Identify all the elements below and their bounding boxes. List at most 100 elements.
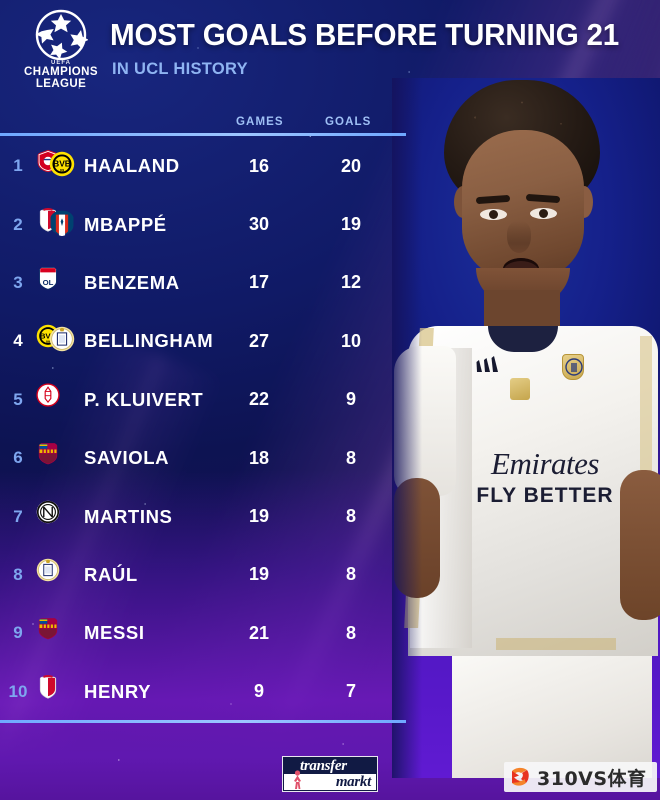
row-player-name: RAÚL [84,563,138,585]
uefa-label: UEFA [50,60,71,66]
row-goals-value: 8 [345,506,356,527]
inter-milan-badge-icon [36,500,60,524]
row-goals-value: 19 [340,214,362,235]
row-goals-value: 10 [340,330,362,351]
fly-better-text: FLY BETTER [476,484,614,507]
row-goals-value: 9 [345,389,356,410]
real-madrid-crest-icon [562,354,584,380]
row-rank: 6 [13,448,23,468]
club-badge-group [36,383,70,417]
row-games-value: 22 [248,389,270,410]
paris-saint-germain-badge-icon [49,210,75,236]
club-badge-group: BVB 09 [36,324,75,358]
row-games-value: 21 [248,622,270,643]
table-row: 10 HENRY 9 7 [0,662,406,721]
club-badge-group: BVB 09 [36,149,75,183]
photo-arm-right [620,470,660,620]
photo-nose [507,221,531,253]
row-goals-value: 8 [345,622,356,643]
row-rank: 5 [13,389,23,409]
transfermarkt-figure-icon [291,770,304,790]
table-row: 7 MARTINS 19 8 [0,487,406,546]
row-player-name: MARTINS [84,505,173,527]
transfermarkt-logo: transfer markt [282,756,378,792]
row-games-value: 19 [248,564,270,585]
adidas-logo-icon [476,356,502,372]
page-subtitle: IN UCL HISTORY [112,60,248,78]
photo-shorts [452,650,652,778]
real-madrid-badge-icon [36,558,60,582]
club-badge-group [36,558,70,592]
row-games-value: 9 [253,681,264,702]
player-photo: Emirates FLY BETTER [392,78,660,778]
row-rank: 10 [8,681,28,701]
as-monaco-badge-icon [36,674,60,699]
row-rank: 4 [13,331,23,351]
column-header-games: GAMES [236,116,284,128]
row-player-name: MESSI [84,622,145,644]
photo-kit-gold-stripe [496,638,616,650]
ajax-badge-icon [36,383,60,407]
row-goals-value: 7 [345,681,356,702]
table-row: 9 MESSI 21 8 [0,604,406,663]
row-player-name: P. KLUIVERT [84,388,204,410]
svg-text:OL: OL [43,278,54,287]
fifa-badge-icon [510,378,530,400]
row-games-value: 27 [248,330,270,351]
table-row: 2 MBAPPÉ 30 19 [0,195,406,254]
club-badge-group [36,500,70,534]
row-player-name: SAVIOLA [84,447,170,469]
table-row: 8 RAÚL 19 8 [0,545,406,605]
starball-icon [34,8,89,62]
table-row: 6 SAVIOLA 18 8 [0,428,406,488]
row-goals-value: 20 [340,155,362,176]
uefa-champions-league-logo: UEFA CHAMPIONS LEAGUE [16,8,106,94]
column-header-goals: GOALS [325,116,372,128]
row-player-name: HAALAND [84,155,180,177]
ucl-line-1: CHAMPIONS [24,66,98,78]
club-badge-group [36,674,70,709]
site-watermark-label: 310VS体育 [537,767,647,790]
club-badge-group [36,441,70,475]
photo-pupil-right [539,209,548,218]
ranking-table: 1 BVB 09 HAALAND 16 20 2 MBAPPÉ 30 19 3 OL BENZEMA 17… [0,137,406,721]
row-games-value: 30 [248,214,270,235]
club-badge-group: OL [36,266,70,300]
real-madrid-badge-icon [49,326,75,352]
row-player-name: MBAPPÉ [84,213,167,235]
fc-barcelona-badge-icon [36,616,60,640]
table-row: 5 P. KLUIVERT 22 9 [0,370,406,429]
transfermarkt-line-1: transfer [300,758,347,774]
table-top-divider [0,133,406,136]
club-badge-group [36,207,74,242]
ucl-line-2: LEAGUE [35,78,87,90]
row-rank: 8 [13,564,23,584]
table-row: 1 BVB 09 HAALAND 16 20 [0,137,406,196]
table-row: 4 BVB 09 BELLINGHAM 27 10 [0,312,406,371]
row-games-value: 19 [248,506,270,527]
olympique-lyonnais-badge-icon: OL [36,266,60,290]
club-badge-group [36,616,70,650]
svg-text:BVB: BVB [53,159,71,169]
photo-collar [488,326,558,352]
site-watermark: 310VS体育 [504,762,657,792]
row-rank: 3 [13,272,23,292]
photo-pupil-left [489,210,498,219]
row-rank: 9 [13,623,23,643]
row-games-value: 18 [248,447,270,468]
photo-left-fade [392,78,422,778]
row-goals-value: 12 [340,272,362,293]
transfermarkt-line-2: markt [284,774,376,790]
lightning-bolt-icon [510,766,532,788]
table-row: 3 OL BENZEMA 17 12 [0,253,406,313]
row-player-name: BELLINGHAM [84,330,214,352]
emirates-sponsor-text: Emirates [491,446,599,481]
row-goals-value: 8 [345,564,356,585]
svg-text:09: 09 [46,340,50,344]
svg-text:BVB: BVB [40,332,57,341]
table-bottom-divider [0,720,406,723]
borussia-dortmund-badge-icon: BVB 09 [49,151,75,177]
row-games-value: 17 [248,272,270,293]
row-player-name: BENZEMA [84,271,180,293]
